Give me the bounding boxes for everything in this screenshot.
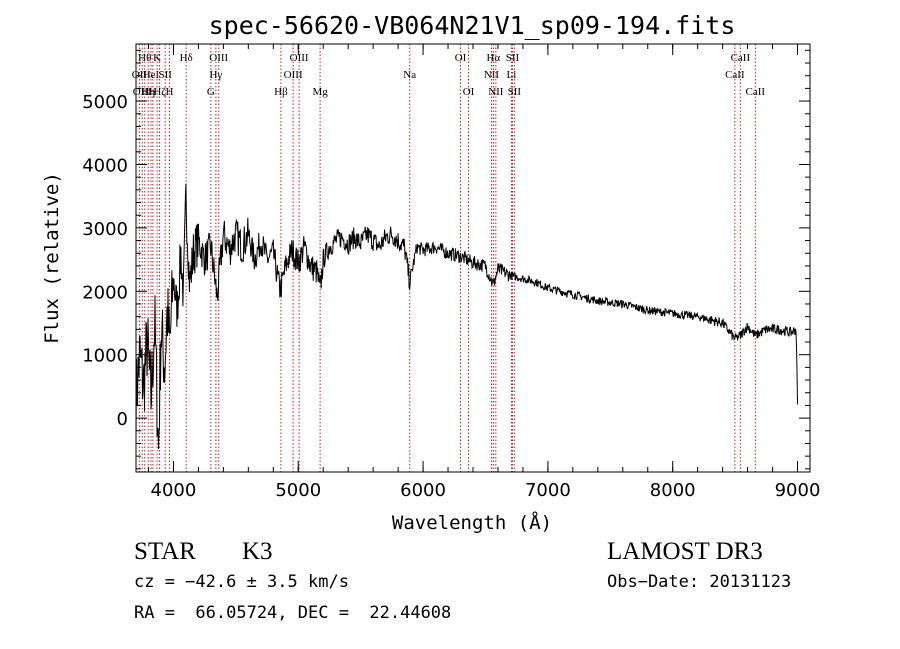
line-label-7: Hζ: [153, 86, 166, 98]
line-label-25: SII: [506, 52, 520, 64]
line-label-1: OIII: [133, 86, 152, 98]
line-label-19: OI: [455, 52, 467, 64]
line-label-16: OIII: [290, 52, 309, 64]
line-label-12: Hγ: [209, 69, 222, 81]
line-label-24: Li: [507, 69, 517, 81]
redshift-velocity: cz = −42.6 ± 3.5 km/s: [134, 572, 349, 592]
x-tick-label: 9000: [775, 480, 821, 501]
plot-frame: [135, 43, 811, 473]
line-label-23: NII: [488, 86, 504, 98]
line-label-28: CaII: [731, 52, 751, 64]
x-tick-label: 6000: [400, 480, 446, 501]
line-label-26: SII: [508, 86, 522, 98]
line-label-2: Hθ: [138, 52, 151, 64]
y-tick-label: 4000: [82, 155, 128, 176]
line-label-9: H: [165, 86, 173, 98]
x-tick-label: 4000: [151, 480, 197, 501]
y-tick-label: 2000: [82, 282, 128, 303]
x-tick-label: 8000: [650, 480, 696, 501]
y-tick-label: 3000: [82, 219, 128, 240]
line-label-27: CaII: [725, 69, 745, 81]
spectrum-curve-group: [135, 183, 798, 450]
line-label-11: G: [207, 86, 215, 98]
y-axis-label: Flux (relative): [41, 172, 63, 344]
line-label-10: Hδ: [180, 52, 193, 64]
line-label-17: Mg: [312, 86, 328, 98]
chart-title: spec-56620-VB064N21V1_sp09-194.fits: [209, 11, 736, 40]
line-label-13: OIII: [209, 52, 228, 64]
line-label-22: Hα: [486, 52, 500, 64]
x-axis-label: Wavelength (Å): [392, 511, 552, 534]
line-label-21: NII: [484, 69, 500, 81]
y-tick-label: 5000: [82, 92, 128, 113]
x-tick-label: 5000: [275, 480, 321, 501]
observation-date: Obs−Date: 20131123: [607, 572, 792, 592]
object-class: STAR: [134, 538, 196, 565]
line-markers: OIIOIIIHθHηHeIHKHζSIIHHδGHγOIIIHβOIIIOII…: [132, 44, 766, 472]
line-label-20: OI: [463, 86, 475, 98]
line-label-8: SII: [158, 69, 172, 81]
spectrum-line: [135, 183, 798, 450]
axis-ticks: 4000 5000 6000 7000 8000 9000 0 1000 2000 3000 400…: [82, 44, 820, 501]
line-label-5: H: [149, 86, 157, 98]
line-label-15: OIII: [284, 69, 303, 81]
line-label-29: CaII: [746, 86, 766, 98]
line-label-18: Na: [403, 69, 416, 81]
line-label-6: K: [153, 52, 161, 64]
survey-name: LAMOST DR3: [607, 538, 763, 565]
object-subclass: K3: [242, 538, 273, 565]
x-tick-label: 7000: [525, 480, 571, 501]
coordinates: RA = 66.05724, DEC = 22.44608: [134, 603, 452, 623]
y-tick-label: 0: [117, 409, 128, 430]
line-label-3: Hη: [141, 86, 155, 98]
line-label-14: Hβ: [274, 86, 288, 98]
y-tick-label: 1000: [82, 346, 128, 367]
line-label-4: HeI: [143, 69, 160, 81]
